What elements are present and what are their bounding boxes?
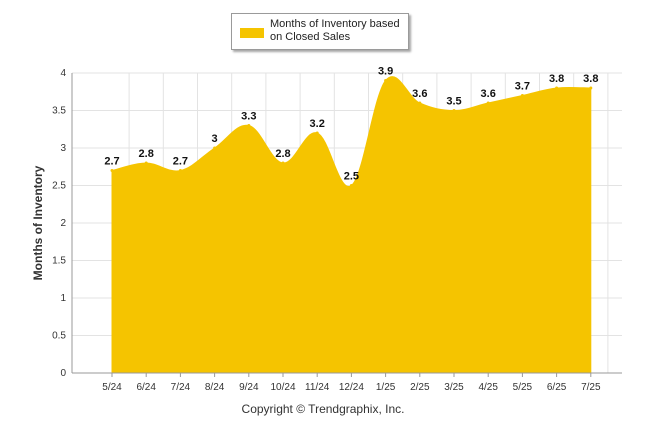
y-tick-label: 1 <box>60 293 66 304</box>
data-label: 2.8 <box>275 148 290 160</box>
data-point[interactable] <box>384 79 388 82</box>
data-point[interactable] <box>589 86 593 90</box>
legend-label: Months of Inventory based on Closed Sale… <box>270 18 400 43</box>
x-tick-label: 11/24 <box>305 382 330 393</box>
y-tick-label: 4 <box>60 68 66 79</box>
y-tick-label: 3.5 <box>52 106 66 117</box>
x-tick-label: 7/24 <box>171 382 191 393</box>
x-tick-label: 1/25 <box>376 382 396 393</box>
x-tick-label: 8/24 <box>205 382 225 393</box>
x-tick-label: 4/25 <box>478 382 498 393</box>
data-point[interactable] <box>349 184 353 187</box>
data-point[interactable] <box>555 86 559 90</box>
data-point[interactable] <box>178 169 182 172</box>
y-tick-label: 2.5 <box>52 181 66 192</box>
y-tick-label: 2 <box>60 218 66 229</box>
data-point[interactable] <box>247 124 251 127</box>
data-point[interactable] <box>452 109 456 112</box>
legend-swatch <box>240 28 264 38</box>
y-tick-label: 0 <box>60 368 66 379</box>
x-tick-label: 9/24 <box>239 382 259 393</box>
legend[interactable]: Months of Inventory based on Closed Sale… <box>231 13 409 50</box>
data-label: 2.5 <box>344 171 359 183</box>
data-label: 2.7 <box>104 156 119 168</box>
copyright-footer: Copyright © Trendgraphix, Inc. <box>241 402 405 416</box>
data-label: 3 <box>212 133 218 145</box>
data-point[interactable] <box>281 161 285 165</box>
axes: 0 0.5 1 1.5 2 2.5 3 3.5 4 5/24 6/24 7/24 8/24 9/24 10/… <box>52 68 622 393</box>
x-tick-label: 6/24 <box>136 382 156 393</box>
x-tick-label: 10/24 <box>270 382 295 393</box>
x-tick-label: 12/24 <box>339 382 364 393</box>
x-tick-label: 6/25 <box>547 382 567 393</box>
data-label: 3.9 <box>378 66 393 78</box>
data-point[interactable] <box>418 101 422 105</box>
data-label: 3.5 <box>446 96 461 108</box>
y-tick-label: 3 <box>60 143 66 154</box>
data-label: 3.6 <box>481 88 496 100</box>
data-label: 3.8 <box>583 73 598 85</box>
data-point[interactable] <box>213 146 217 150</box>
data-label: 3.3 <box>241 111 256 123</box>
x-tick-label: 5/24 <box>102 382 122 393</box>
x-tick-label: 5/25 <box>513 382 533 393</box>
data-point[interactable] <box>110 169 114 172</box>
data-label: 3.6 <box>412 88 427 100</box>
x-tick-label: 3/25 <box>444 382 464 393</box>
data-labels: 2.7 2.8 2.7 3 3.3 2.8 3.2 2.5 3.9 3.6 3.5 3.6 3.7 3.8… <box>104 66 598 183</box>
area-fill <box>111 76 592 374</box>
y-axis-title: Months of Inventory <box>31 165 45 280</box>
y-tick-label: 0.5 <box>52 331 66 342</box>
data-point[interactable] <box>486 101 490 105</box>
data-label: 2.7 <box>173 156 188 168</box>
area-series <box>110 76 593 374</box>
data-point[interactable] <box>520 94 524 97</box>
y-tick-label: 1.5 <box>52 256 66 267</box>
data-label: 3.8 <box>549 73 564 85</box>
data-point[interactable] <box>144 161 148 165</box>
x-tick-label: 2/25 <box>410 382 430 393</box>
x-tick-label: 7/25 <box>581 382 601 393</box>
data-point[interactable] <box>315 131 319 135</box>
data-label: 3.7 <box>515 81 530 93</box>
data-label: 2.8 <box>139 148 154 160</box>
data-label: 3.2 <box>310 118 325 130</box>
